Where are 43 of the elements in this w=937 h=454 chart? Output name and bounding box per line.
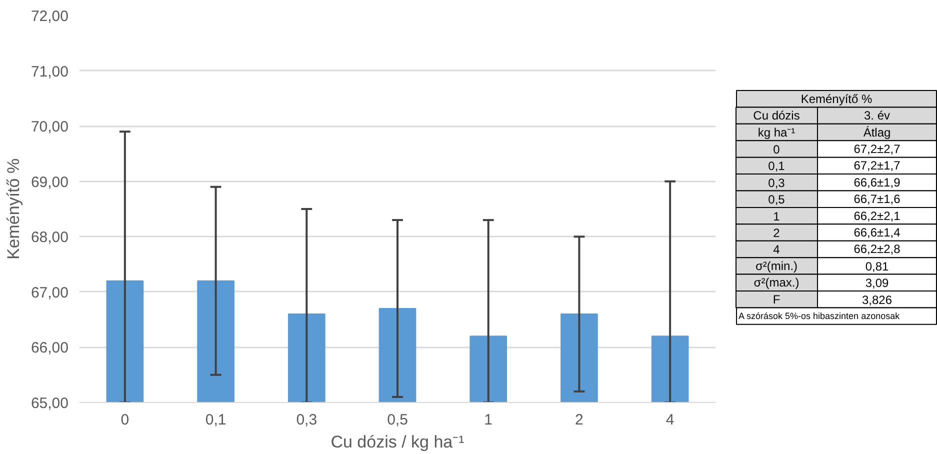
category-label: 0,5: [768, 192, 785, 207]
x-tick-label: 2: [575, 412, 584, 428]
text: σ²(max.): [754, 276, 800, 290]
x-tick-label: 4: [666, 412, 674, 428]
text: 66,2±2,1: [854, 208, 901, 223]
y-tick-label: 68,00: [30, 229, 69, 246]
category-label: 2: [773, 226, 780, 240]
category-label: 4: [773, 242, 780, 257]
text: 67,2±1,7: [854, 158, 901, 173]
text: F: [772, 292, 780, 306]
x-tick-label: 0,3: [296, 412, 318, 428]
x-tick-label: 1: [484, 412, 493, 428]
x-tick-label: 0,5: [387, 412, 408, 428]
text: 66,6±1,4: [854, 226, 901, 240]
text: σ²(min.): [755, 258, 798, 273]
text: Átlag: [863, 125, 891, 140]
text: 67,2±2,7: [854, 142, 901, 156]
x-tick-label: 0: [120, 412, 130, 428]
text: 66,7±1,6: [854, 192, 901, 206]
y-tick-label: 65,00: [30, 395, 69, 412]
text: kg ha⁻¹: [758, 125, 796, 140]
category-label: 0: [773, 142, 780, 156]
text: Keményítő %: [800, 92, 873, 106]
category-label: 1: [773, 209, 780, 224]
y-tick-label: 71,00: [30, 63, 69, 80]
y-tick-label: 69,00: [30, 174, 69, 191]
text: Cu dózis: [753, 108, 800, 123]
text: 3,826: [862, 292, 892, 307]
y-tick-label: 72,00: [30, 8, 69, 25]
y-tick-label: 70,00: [30, 118, 69, 136]
text: 66,6±1,9: [854, 175, 901, 190]
y-tick-label: 66,00: [30, 340, 69, 357]
x-axis-title: Cu dózis / kg ha⁻¹: [330, 432, 465, 452]
text: 3,09: [865, 276, 890, 290]
category-label: 0,3: [768, 176, 785, 190]
y-tick-label: 67,00: [30, 284, 69, 302]
text: 3. év: [864, 108, 890, 123]
text: A szórások 5%-os hibaszinten azonosak: [738, 311, 900, 322]
text: 0,81: [865, 259, 890, 274]
text: 66,2±2,8: [854, 242, 901, 256]
x-tick-label: 0,1: [205, 412, 226, 428]
category-label: 0,1: [768, 159, 785, 174]
y-axis-title: Keményítő %: [4, 158, 23, 260]
